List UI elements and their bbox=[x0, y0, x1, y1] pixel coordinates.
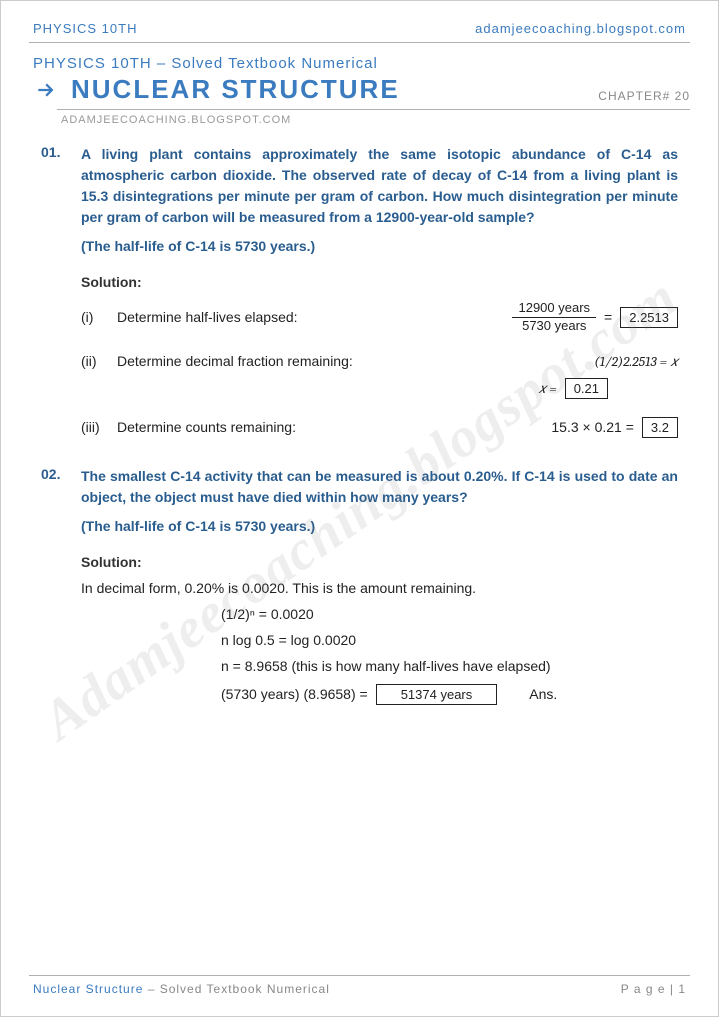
expression: 15.3 × 0.21 = bbox=[551, 419, 634, 435]
top-header: PHYSICS 10TH adamjeecoaching.blogspot.co… bbox=[29, 21, 690, 38]
header-left: PHYSICS 10TH bbox=[33, 21, 137, 36]
solution-body: In decimal form, 0.20% is 0.0020. This i… bbox=[81, 580, 678, 705]
problem-note: (The half-life of C-14 is 5730 years.) bbox=[81, 238, 678, 254]
problem-number: 01. bbox=[41, 144, 65, 228]
subtitle: PHYSICS 10TH – Solved Textbook Numerical bbox=[29, 55, 690, 72]
step-3: (iii) Determine counts remaining: 15.3 ×… bbox=[81, 417, 678, 438]
equation-final: (5730 years) (8.9658) = 51374 years Ans. bbox=[221, 684, 678, 705]
step-label: Determine counts remaining: bbox=[117, 419, 551, 435]
content: 01. A living plant contains approximatel… bbox=[29, 126, 690, 705]
equals: = bbox=[604, 309, 612, 325]
problem-number: 02. bbox=[41, 466, 65, 508]
fraction-den: 5730 years bbox=[516, 318, 592, 335]
equation-line: n = 8.9658 (this is how many half-lives … bbox=[221, 658, 678, 674]
expression: (5730 years) (8.9658) = bbox=[221, 686, 368, 702]
expression: 𝑥 = bbox=[538, 380, 556, 397]
answer-label: Ans. bbox=[529, 686, 557, 702]
problem-text: A living plant contains approximately th… bbox=[81, 144, 678, 228]
solution-label: Solution: bbox=[81, 274, 678, 290]
arrow-right-icon bbox=[33, 76, 61, 104]
title-row: NUCLEAR STRUCTURE CHAPTER# 20 bbox=[29, 74, 690, 105]
divider bbox=[29, 42, 690, 43]
step-index: (ii) bbox=[81, 353, 117, 369]
step-index: (i) bbox=[81, 309, 117, 325]
problem-01: 01. A living plant contains approximatel… bbox=[41, 144, 678, 438]
solution-intro: In decimal form, 0.20% is 0.0020. This i… bbox=[81, 580, 678, 596]
divider bbox=[57, 109, 690, 110]
chapter-label: CHAPTER# 20 bbox=[598, 89, 690, 105]
site-url: ADAMJEECOACHING.BLOGSPOT.COM bbox=[29, 114, 690, 126]
problem-02: 02. The smallest C-14 activity that can … bbox=[41, 466, 678, 705]
boxed-result: 3.2 bbox=[642, 417, 678, 438]
header-right: adamjeecoaching.blogspot.com bbox=[475, 21, 686, 36]
solution-body: (i) Determine half-lives elapsed: 12900 … bbox=[81, 300, 678, 438]
step-index: (iii) bbox=[81, 419, 117, 435]
step-label: Determine half-lives elapsed: bbox=[117, 309, 512, 325]
step-label: Determine decimal fraction remaining: bbox=[117, 353, 594, 369]
page-title: NUCLEAR STRUCTURE bbox=[71, 74, 400, 105]
solution-label: Solution: bbox=[81, 554, 678, 570]
page-number: P a g e | 1 bbox=[621, 982, 686, 996]
fraction: 12900 years 5730 years bbox=[512, 300, 596, 335]
boxed-result: 0.21 bbox=[565, 378, 608, 399]
footer-sub: – Solved Textbook Numerical bbox=[143, 982, 330, 996]
fraction-num: 12900 years bbox=[512, 300, 596, 318]
equation-line: (1/2)ⁿ = 0.0020 bbox=[221, 606, 678, 622]
step-2: (ii) Determine decimal fraction remainin… bbox=[81, 353, 678, 370]
step-1: (i) Determine half-lives elapsed: 12900 … bbox=[81, 300, 678, 335]
boxed-result: 51374 years bbox=[376, 684, 498, 705]
problem-note: (The half-life of C-14 is 5730 years.) bbox=[81, 518, 678, 534]
boxed-result: 2.2513 bbox=[620, 307, 678, 328]
expression: (1/2)2.2513 = 𝑥 bbox=[594, 353, 678, 370]
footer-left: Nuclear Structure – Solved Textbook Nume… bbox=[33, 982, 330, 996]
step-2-sub: 𝑥 = 0.21 bbox=[81, 378, 678, 399]
footer: Nuclear Structure – Solved Textbook Nume… bbox=[29, 971, 690, 996]
divider bbox=[29, 975, 690, 976]
equation-line: n log 0.5 = log 0.0020 bbox=[221, 632, 678, 648]
problem-text: The smallest C-14 activity that can be m… bbox=[81, 466, 678, 508]
footer-title: Nuclear Structure bbox=[33, 982, 143, 996]
